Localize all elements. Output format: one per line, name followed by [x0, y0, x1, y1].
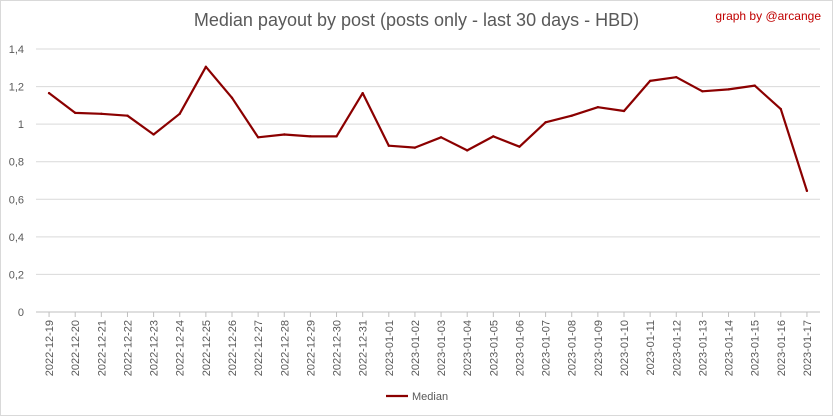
data-point: [518, 145, 521, 148]
legend-label-median: Median: [412, 391, 448, 403]
x-tick-label: 2023-01-17: [802, 320, 814, 376]
x-tick-label: 2022-12-21: [96, 320, 108, 376]
data-point: [47, 91, 51, 95]
data-point: [74, 111, 77, 115]
x-tick-label: 2023-01-10: [619, 320, 631, 376]
y-tick-label: 0,4: [9, 232, 24, 244]
chart-credit: graph by @arcange: [715, 9, 821, 23]
x-tick-label: 2022-12-31: [358, 320, 370, 376]
x-tick-label: 2022-12-23: [149, 320, 161, 376]
x-tick-label: 2022-12-30: [332, 320, 344, 376]
data-point: [622, 109, 626, 113]
y-tick-label: 0,8: [9, 157, 24, 169]
x-tick-label: 2022-12-19: [44, 320, 56, 376]
x-tick-label: 2023-01-01: [384, 320, 396, 376]
series-group: [47, 65, 809, 193]
data-point: [466, 149, 469, 152]
x-tick-label: 2022-12-22: [122, 320, 134, 376]
x-tick-label: 2023-01-14: [724, 320, 736, 376]
x-tick-label: 2023-01-11: [645, 320, 657, 375]
data-point: [544, 121, 547, 124]
y-tick-label: 0,2: [9, 269, 24, 281]
data-point: [648, 79, 652, 83]
data-point: [283, 133, 286, 136]
data-point: [701, 90, 704, 93]
data-point: [126, 114, 129, 117]
x-tick-label: 2023-01-06: [514, 320, 526, 376]
x-tick-label: 2023-01-15: [750, 320, 762, 376]
data-point: [178, 112, 181, 116]
data-point: [204, 65, 208, 69]
legend: Median: [386, 391, 448, 403]
series-line-median: [47, 65, 809, 192]
x-tick-label: 2022-12-24: [175, 320, 187, 376]
data-point: [492, 135, 495, 138]
chart-title: Median payout by post (posts only - last…: [193, 10, 640, 30]
data-point: [570, 114, 573, 117]
x-tick-label: 2022-12-26: [227, 320, 239, 376]
data-point: [779, 107, 782, 111]
data-point: [413, 146, 417, 149]
data-point: [753, 84, 756, 87]
data-point: [439, 136, 443, 139]
data-point: [387, 144, 390, 147]
y-tick-label: 0: [18, 307, 24, 319]
x-tick-label: 2022-12-20: [70, 320, 82, 376]
x-tick-label: 2023-01-02: [410, 320, 422, 376]
y-tick-label: 1,2: [9, 82, 24, 94]
y-axis: 0 0,2 0,4 0,6 0,8 1 1,2 1,4: [9, 44, 24, 319]
x-tick-label: 2023-01-09: [593, 320, 605, 376]
data-point: [152, 133, 155, 136]
x-tick-label: 2023-01-05: [488, 320, 500, 376]
data-point: [335, 135, 338, 138]
x-tick-label: 2023-01-16: [776, 320, 788, 376]
y-tick-label: 1: [18, 119, 24, 131]
y-tick-label: 0,6: [9, 194, 24, 206]
x-tick-label: 2023-01-13: [697, 320, 709, 376]
x-tick-label: 2023-01-07: [541, 320, 553, 376]
data-point: [361, 91, 364, 95]
data-point: [230, 96, 234, 100]
data-point: [675, 75, 678, 79]
y-tick-label: 1,4: [9, 44, 24, 56]
x-tick-label: 2023-01-04: [462, 320, 474, 376]
data-point: [596, 106, 600, 109]
x-axis: 2022-12-19 2022-12-20 2022-12-21 2022-12-22…: [44, 312, 814, 376]
x-tick-label: 2023-01-03: [436, 320, 448, 376]
data-point: [309, 135, 312, 138]
x-tick-label: 2022-12-29: [305, 320, 317, 376]
x-tick-label: 2022-12-28: [279, 320, 291, 376]
x-tick-label: 2023-01-08: [567, 320, 579, 376]
data-point: [727, 88, 730, 91]
data-point: [805, 189, 809, 193]
x-tick-label: 2023-01-12: [671, 320, 683, 376]
data-point: [256, 136, 260, 139]
grid-lines: [36, 48, 820, 313]
x-tick-label: 2022-12-27: [253, 320, 265, 376]
x-tick-label: 2022-12-25: [201, 320, 213, 376]
data-point: [100, 112, 103, 116]
